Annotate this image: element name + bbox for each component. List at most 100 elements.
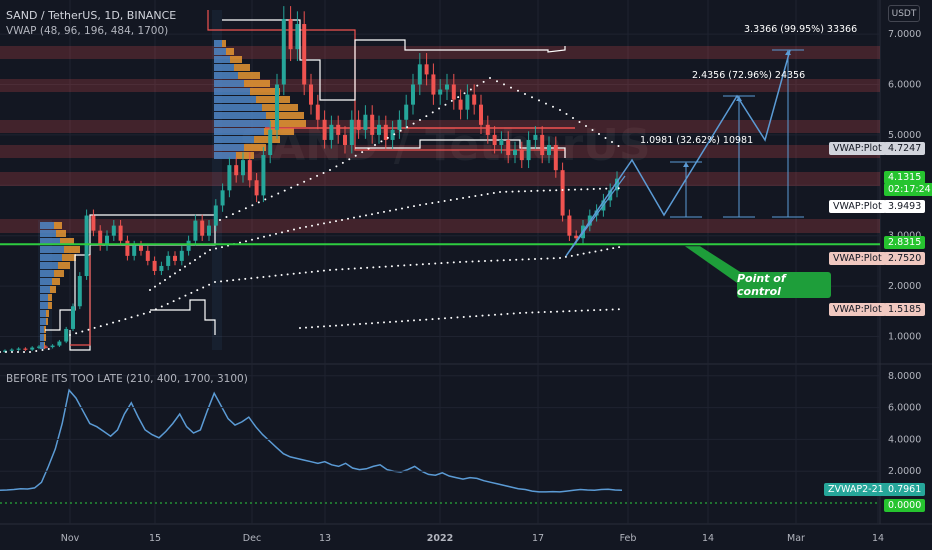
candle-body-23 (159, 265, 164, 271)
vwap-curve-d-dot-1-2 (431, 318, 434, 321)
vwap-curve-b-dot-3-8 (468, 196, 471, 198)
profile-band-4 (0, 172, 880, 186)
vwap-curve-e-dot-1-0 (29, 351, 31, 353)
candle-body-17 (118, 225, 123, 241)
currency-button[interactable]: USDT (888, 5, 920, 22)
candle-body-4 (30, 347, 35, 350)
vwap-curve-d-dot-1-5 (450, 316, 453, 319)
vwap-curve-c-dot-5-6 (594, 250, 597, 253)
projection-path (565, 49, 791, 257)
profile-2-area (212, 10, 222, 350)
vwap-curve-a-dot-0-14 (309, 177, 312, 180)
indicator-pane-bg (0, 364, 932, 524)
vwap-curve-b-dot-4-9 (555, 189, 558, 192)
price-tick-5: 6.0000 (888, 80, 921, 91)
candle-body-43 (295, 24, 300, 50)
candle-body-46 (315, 104, 320, 120)
candle-body-71 (485, 124, 490, 135)
vwap-curve-a-dot-4-7 (604, 137, 607, 139)
profile-1-orange-15 (44, 342, 45, 349)
vwap-curve-d-dot-0-2 (311, 326, 313, 329)
vwap-curve-e-dot-1-2 (41, 349, 44, 351)
vwap-curve-c-dot-3-10 (390, 265, 393, 268)
vwap-curve-b-dot-2-18 (407, 206, 409, 209)
candle-body-55 (377, 124, 381, 135)
vwap-curve-e-dot-0-3 (17, 351, 19, 353)
vwap-curve-d-dot-1-1 (425, 318, 428, 321)
candle-body-51 (349, 119, 354, 145)
value-area-box-3 (355, 139, 566, 158)
vwap-curve-c-dot-3-16 (428, 262, 431, 265)
candle-body-22 (152, 260, 157, 271)
vwap-plot-badge-1-name: VWAP:Plot (829, 142, 886, 155)
candle-body-74 (506, 139, 511, 156)
vwap-curve-a-dot-0-6 (257, 201, 260, 204)
vwap-curve-c-dot-0-3 (87, 328, 90, 331)
vwap-curve-c-dot-2-12 (286, 273, 289, 276)
profile-1-blue-6 (40, 270, 54, 277)
vwap-curve-d-dot-0-17 (401, 320, 403, 323)
profile-1-orange-4 (62, 254, 76, 261)
vwap-curve-e (0, 348, 50, 353)
vwap-curve-b-dot-2-14 (383, 210, 385, 213)
profile-1-orange-0 (54, 222, 62, 229)
vwap-curve-b-dot-4-14 (586, 188, 589, 191)
indicator-legend[interactable]: BEFORE ITS TOO LATE (210, 400, 1700, 310… (6, 373, 248, 385)
vwap-curve-a-dot-4-3 (578, 121, 581, 123)
vwap-curve-d-dot-2-1 (525, 311, 528, 314)
vwap-curve-a-dot-0-9 (277, 192, 280, 195)
vwap-curve-d-dot-2-6 (556, 310, 559, 313)
vwap-curve-c-dot-0-0 (69, 334, 71, 336)
vwap-curve-b-dot-2-9 (353, 216, 355, 219)
vwap-curve-d-dot-1-9 (475, 315, 478, 318)
vwap-curve-b-dot-0-2 (159, 282, 161, 285)
profile-2-blue-11 (214, 128, 264, 135)
profile-2-orange-3 (234, 64, 250, 71)
zero-line-badge: 0.0000 (884, 499, 926, 512)
vwap-curve-b-dot-0-11 (204, 252, 206, 255)
candle-body-28 (193, 220, 198, 241)
vwap-curve-b-dot-1-13 (287, 229, 289, 232)
vwap-curve-a-dot-0-7 (264, 198, 267, 201)
vwap-curve-a-dot-1-6 (367, 147, 370, 150)
vwap-curve-a-dot-1-1 (335, 165, 338, 168)
vwap-curve-c-dot-1-1 (154, 308, 157, 311)
countdown-badge: 02:17:24 (884, 183, 932, 196)
vwap-curve-a-dot-3-5 (524, 93, 526, 95)
profile-2-orange-10 (270, 120, 306, 127)
vwap-curve-d-dot-0-15 (389, 321, 391, 323)
profile-band-0 (0, 46, 880, 59)
vwap-plot-badge-1-value: 4.7247 (884, 142, 926, 155)
vwap-curve-c-dot-0-5 (99, 325, 102, 328)
vwap-curve-c-dot-0-4 (93, 326, 96, 329)
profile-band-5 (0, 219, 880, 233)
vwap-curve-a-dot-1-5 (361, 151, 364, 154)
vwap-curve-a-dot-1-8 (380, 140, 383, 143)
indicator-tick-0: 2.0000 (888, 466, 921, 477)
price-tick-0: 1.0000 (888, 332, 921, 343)
vwap-curve-d-dot-0-6 (335, 324, 337, 327)
vwap-legend[interactable]: VWAP (48, 96, 196, 484, 1700) (6, 25, 169, 37)
profile-2-blue-5 (214, 80, 244, 87)
vwap-curve-b-dot-1-1 (215, 247, 217, 250)
point-of-control-callout: Point of control (737, 272, 831, 298)
vwap-curve-c (69, 246, 621, 336)
vwap-curve-c-dot-4-7 (502, 259, 505, 262)
time-tick-9: 14 (872, 533, 884, 544)
vwap-curve-d-dot-2-3 (537, 311, 540, 314)
indicator-tick-1: 4.0000 (888, 434, 921, 445)
vwap-curve-c-dot-2-18 (322, 269, 325, 272)
vwap-curve-c-dot-0-1 (75, 332, 78, 335)
vwap-curve-c-dot-2-17 (316, 270, 319, 273)
vwap-curve-b-dot-1-0 (209, 249, 211, 251)
vwap-curve-c-dot-5-4 (582, 252, 585, 255)
profile-1-blue-4 (40, 254, 62, 261)
candle-body-16 (111, 225, 116, 236)
vwap-curve-c-dot-2-10 (274, 274, 277, 277)
vwap-curve-b-dot-4-7 (542, 189, 545, 192)
vwap-curve-a-dot-0-13 (303, 180, 306, 183)
vwap-curve-d-dot-0-9 (353, 323, 355, 326)
candle-body-60 (411, 84, 415, 105)
profile-1-orange-9 (48, 294, 52, 301)
